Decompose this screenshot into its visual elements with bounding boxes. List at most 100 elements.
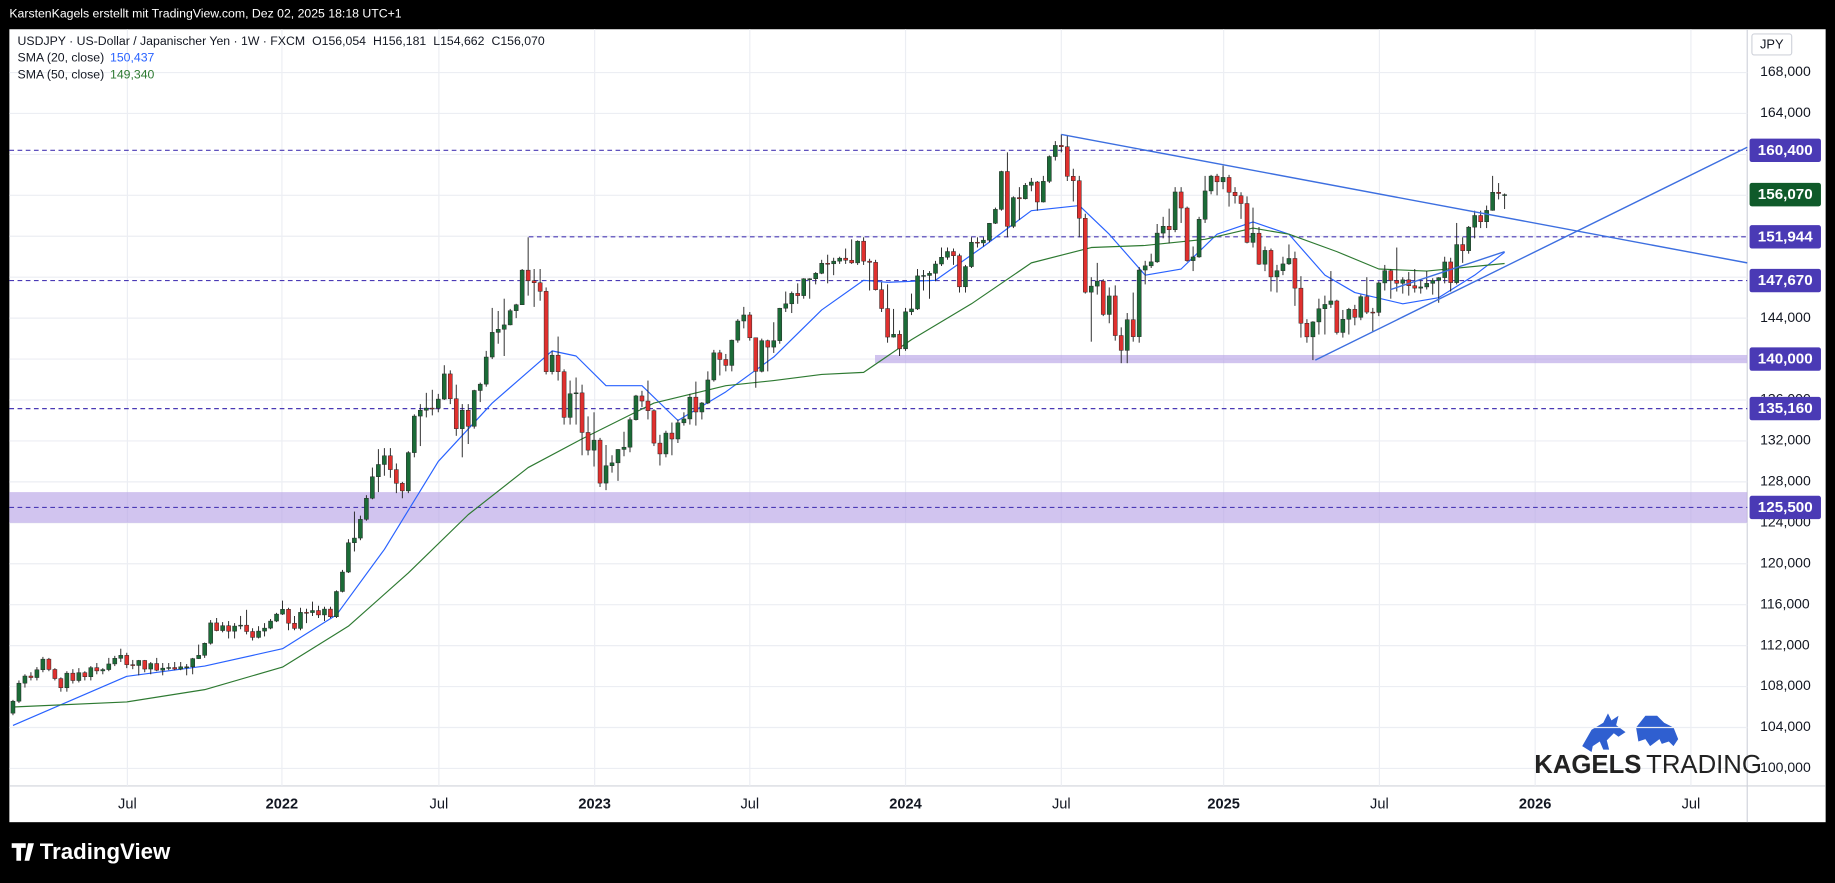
candle-body: [1154, 232, 1160, 263]
candle-body: [118, 655, 124, 659]
candle-body: [477, 383, 483, 391]
candle-body: [1358, 296, 1364, 318]
candle-body: [58, 678, 64, 689]
legend-indicator-name: SMA (20, close): [18, 51, 105, 65]
level-label-box: [1749, 347, 1821, 371]
candle-body: [741, 314, 747, 322]
legend-ohlc-value: 156,070: [500, 34, 545, 48]
candle-body: [1226, 177, 1232, 193]
candle-body: [1041, 181, 1046, 203]
x-tick-label: 2022: [266, 797, 299, 813]
candle-body: [1065, 146, 1070, 177]
candle-body: [567, 393, 573, 418]
candle-body: [1268, 250, 1274, 278]
candle-body: [495, 329, 501, 333]
candle-body: [418, 410, 423, 417]
candle-body: [459, 410, 465, 429]
level-label-box: [1749, 396, 1821, 421]
candle-body: [364, 498, 369, 520]
candle-body: [88, 667, 94, 677]
candle-body: [94, 667, 100, 672]
candle-body: [1442, 261, 1447, 278]
candle-body: [861, 240, 866, 262]
candle-body: [681, 418, 687, 424]
candle-body: [447, 373, 453, 400]
y-tick-label: 168,000: [1760, 63, 1811, 79]
candle-body: [28, 675, 34, 678]
candle-body: [226, 625, 231, 632]
candle-body: [519, 269, 525, 305]
candle-body: [483, 356, 489, 385]
candle-body: [322, 608, 327, 616]
candle-body: [76, 672, 82, 681]
candle-body: [909, 308, 914, 313]
candle-body: [897, 334, 902, 350]
candle-body: [525, 269, 531, 281]
candle-body: [465, 410, 471, 427]
candle-body: [64, 672, 70, 689]
candle-body: [645, 400, 651, 411]
candle-body: [1142, 265, 1148, 271]
candle-body: [340, 571, 345, 592]
x-tick-label: Jul: [740, 797, 759, 813]
legend-ohlc-value: 156,181: [382, 34, 427, 48]
candle-body: [801, 278, 806, 296]
level-label-box: [1749, 495, 1821, 520]
candle-body: [1148, 261, 1154, 267]
x-tick-label: 2025: [1207, 797, 1240, 813]
candle-body: [579, 392, 585, 433]
candle-body: [154, 663, 160, 671]
candle-body: [1424, 283, 1430, 288]
candle-body: [891, 334, 896, 338]
candle-body: [1472, 215, 1477, 228]
candle-body: [22, 675, 28, 684]
candle-body: [993, 209, 998, 224]
candle-body: [1190, 256, 1196, 261]
candle-body: [795, 293, 800, 296]
last-price-label: 156,070: [1758, 186, 1813, 203]
candle-body: [747, 314, 753, 339]
candle-body: [687, 396, 693, 420]
zone: [875, 354, 1748, 364]
candle-body: [1220, 177, 1226, 183]
bull-icon: [1582, 713, 1626, 753]
candle-body: [711, 352, 717, 381]
candle-body: [963, 266, 968, 288]
trendline: [1315, 146, 1748, 361]
legend-ohlc-key: H: [373, 34, 382, 48]
candle-body: [298, 612, 303, 629]
candle-body: [1466, 226, 1471, 251]
candle-body: [1184, 207, 1190, 261]
candle-body: [196, 655, 201, 659]
candle-body: [1274, 270, 1280, 278]
candle-body: [382, 455, 387, 465]
watermark-bold: KAGELS: [1534, 751, 1641, 779]
candle-body: [843, 257, 848, 261]
candle-body: [1364, 296, 1370, 313]
candle-body: [627, 419, 633, 448]
candle-body: [1202, 190, 1208, 220]
candle-body: [394, 469, 399, 484]
candle-body: [1029, 181, 1034, 186]
candle-body: [172, 667, 177, 670]
x-tick-label: 2024: [889, 797, 922, 813]
candle-body: [1496, 192, 1501, 194]
candle-body: [933, 263, 938, 274]
level-label: 160,400: [1758, 142, 1813, 159]
candle-body: [358, 519, 363, 539]
candle-body: [489, 332, 495, 358]
y-tick-label: 128,000: [1760, 473, 1811, 489]
candle-body: [1346, 309, 1352, 320]
candle-body: [1208, 175, 1214, 192]
candle-body: [100, 669, 106, 672]
candle-body: [753, 337, 759, 372]
candle-body: [591, 439, 597, 451]
y-tick-label: 164,000: [1760, 104, 1811, 120]
candle-body: [1352, 309, 1358, 318]
candle-body: [1316, 308, 1322, 323]
candle-body: [555, 354, 561, 372]
candle-body: [376, 464, 381, 477]
candle-body: [705, 379, 711, 404]
candle-body: [40, 658, 46, 671]
candle-body: [879, 289, 884, 309]
